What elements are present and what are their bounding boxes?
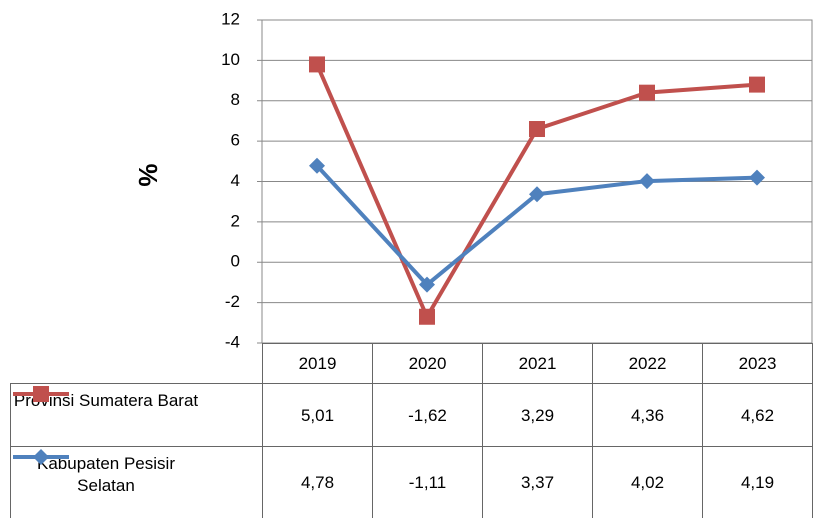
category-cell: 2021	[482, 343, 593, 384]
y-tick-label: 0	[231, 252, 240, 271]
legend-icon	[13, 386, 69, 402]
y-tick-label: 6	[231, 131, 240, 150]
y-tick-label: -4	[225, 332, 240, 351]
marker	[309, 56, 325, 73]
legend-label: Kabupaten Pesisir Selatan	[37, 454, 175, 495]
marker	[529, 186, 545, 203]
marker	[419, 276, 435, 293]
category-cell: 2020	[372, 343, 483, 384]
marker	[419, 308, 435, 325]
table-cell: 4,78	[262, 446, 373, 518]
marker	[309, 157, 325, 174]
y-tick-label: 2	[231, 211, 240, 230]
category-cell: 2019	[262, 343, 373, 384]
legend-marker	[33, 386, 49, 402]
y-tick-label: -2	[225, 292, 240, 311]
marker	[639, 84, 655, 101]
y-tick-label: 12	[221, 9, 240, 28]
y-tick-label: 4	[231, 171, 240, 190]
legend-marker	[33, 449, 49, 465]
marker	[749, 169, 765, 186]
table-cell: 4,36	[592, 383, 703, 448]
table-cell: 3,37	[482, 446, 593, 518]
legend-cell: Kabupaten Pesisir Selatan	[10, 446, 263, 518]
marker	[639, 173, 655, 190]
y-axis-label: %	[133, 163, 163, 186]
table-cell: -1,11	[372, 446, 483, 518]
table-cell: 5,01	[262, 383, 373, 448]
legend-icon	[13, 449, 69, 465]
table-cell: -1,62	[372, 383, 483, 448]
y-tick-label: 10	[221, 50, 240, 69]
legend-cell: Provinsi Sumatera Barat	[10, 383, 263, 448]
table-cell: 4,62	[702, 383, 813, 448]
table-cell: 4,02	[592, 446, 703, 518]
y-tick-label: 8	[231, 90, 240, 109]
marker	[529, 121, 545, 138]
marker	[749, 76, 765, 93]
table-cell: 4,19	[702, 446, 813, 518]
table-cell: 3,29	[482, 383, 593, 448]
category-cell: 2023	[702, 343, 813, 384]
category-cell: 2022	[592, 343, 703, 384]
